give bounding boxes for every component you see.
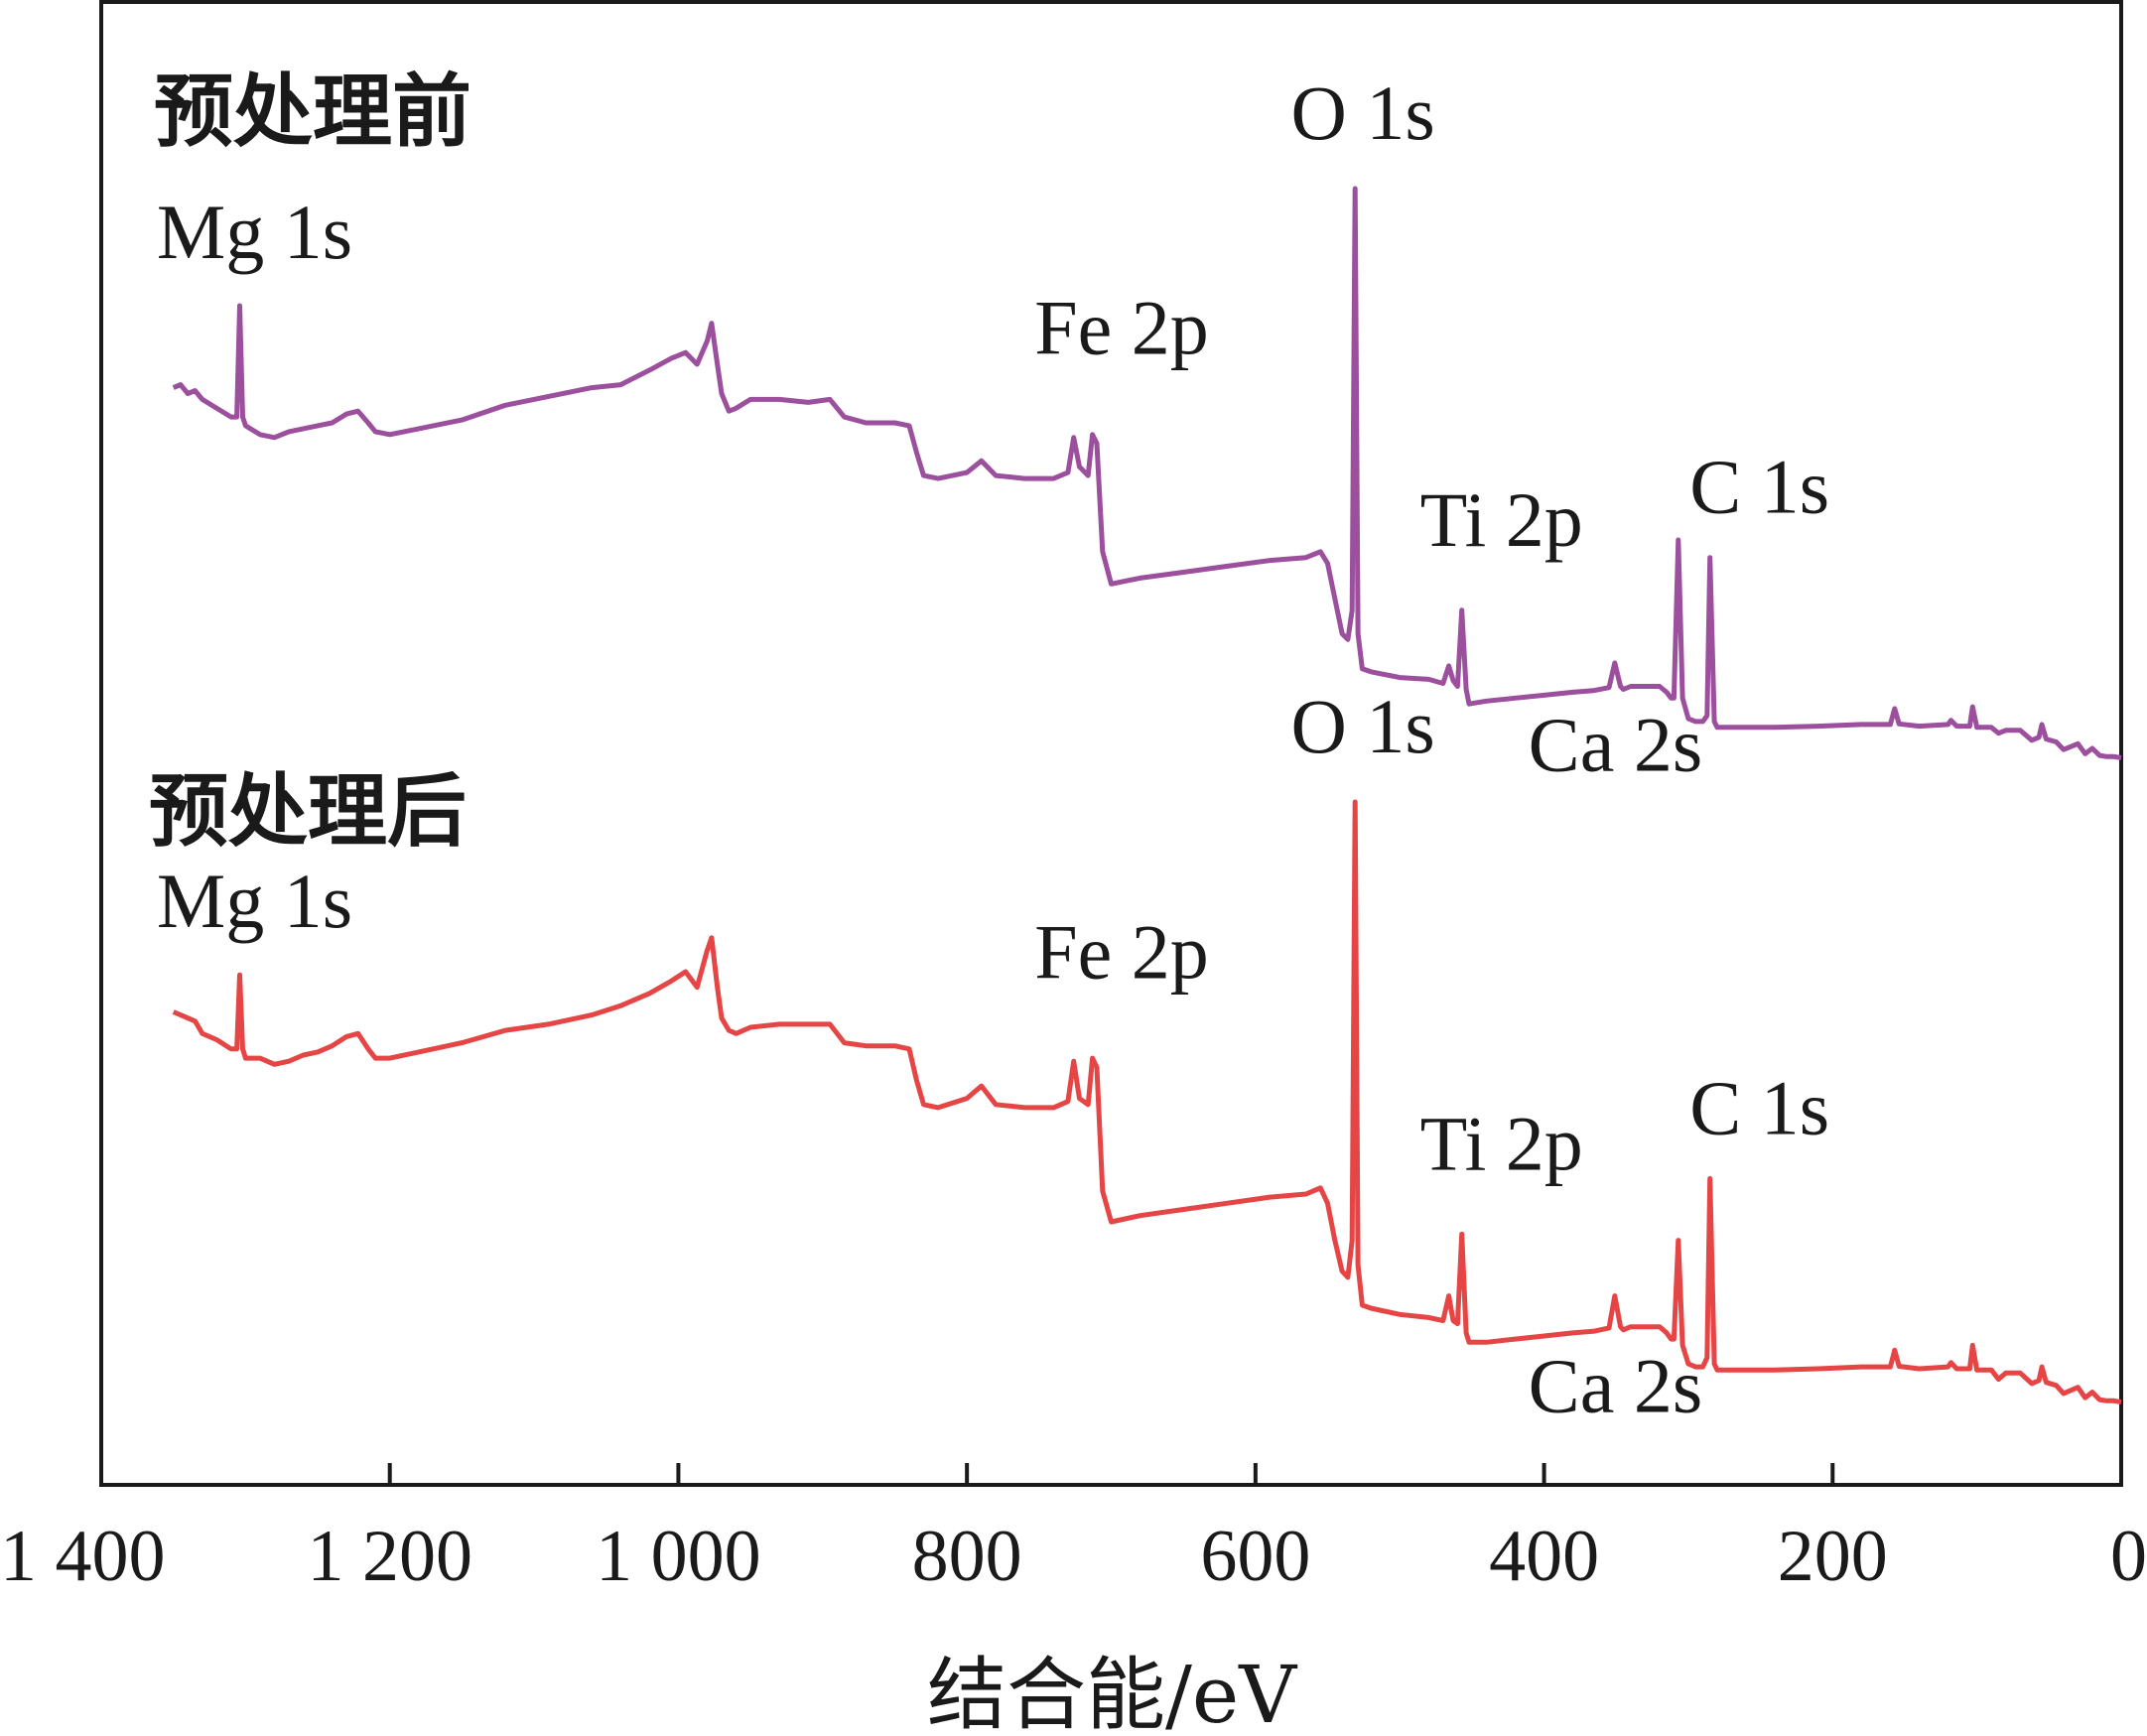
peak-label: Mg 1s: [157, 189, 352, 275]
series-title-before: 预处理前: [154, 65, 471, 158]
peak-label: Ti 2p: [1420, 476, 1583, 563]
x-tick-label: 1 400: [0, 1516, 166, 1597]
series-line-before: [172, 186, 2122, 760]
x-tick-label: 800: [912, 1516, 1022, 1597]
x-axis-title: 结合能/eV: [927, 1649, 1297, 1736]
annotation-layer: Mg 1s Fe 2p O 1s Ti 2p Ca 2s C 1s Mg 1s Fe 2p O …: [157, 69, 1829, 1428]
peak-label: O 1s: [1291, 69, 1435, 156]
peak-label: Fe 2p: [1034, 285, 1209, 371]
x-tick-label: 0: [2110, 1516, 2147, 1597]
peak-label: Fe 2p: [1034, 908, 1209, 995]
x-axis-ticks: 1 400 1 200 1 000 800 600 400 200 0: [0, 1463, 2147, 1597]
x-tick-label: 400: [1489, 1516, 1599, 1597]
x-tick-label: 1 200: [307, 1516, 472, 1597]
x-tick-label: 600: [1200, 1516, 1310, 1597]
series-title-after: 预处理后: [149, 764, 467, 858]
peak-label: C 1s: [1689, 444, 1829, 530]
peak-label: Ca 2s: [1529, 701, 1703, 787]
peak-label: Ca 2s: [1529, 1342, 1703, 1428]
peak-label: Ti 2p: [1420, 1100, 1583, 1186]
peak-label: O 1s: [1291, 683, 1435, 769]
peak-label: Mg 1s: [157, 858, 352, 944]
x-tick-label: 200: [1778, 1516, 1888, 1597]
x-tick-label: 1 000: [596, 1516, 761, 1597]
series-layer: [172, 186, 2122, 1405]
peak-label: C 1s: [1689, 1064, 1829, 1150]
plot-frame: [99, 0, 2123, 1487]
series-line-after: [172, 799, 2122, 1405]
